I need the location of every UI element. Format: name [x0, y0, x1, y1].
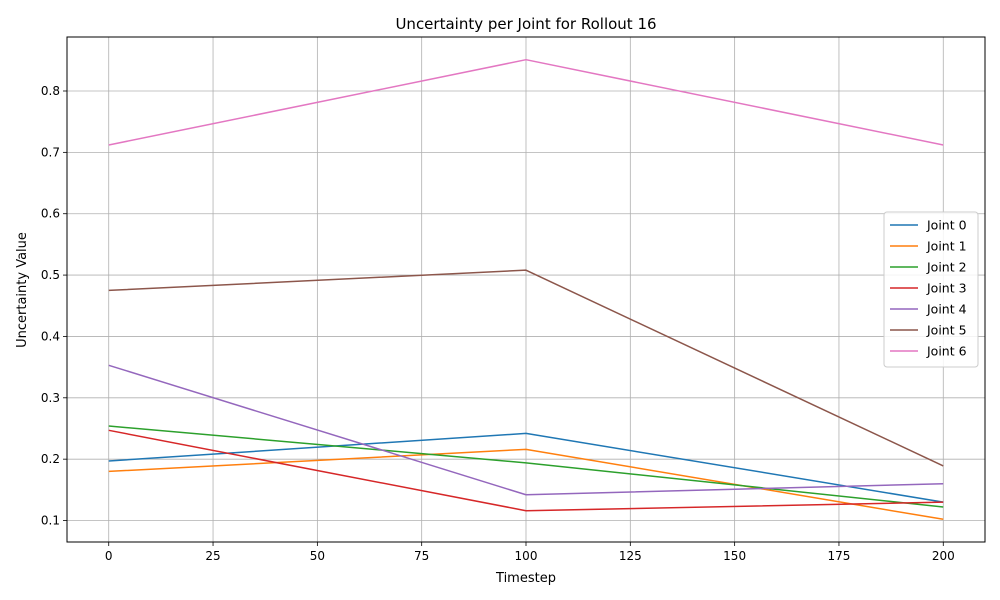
- legend-label: Joint 6: [926, 344, 967, 359]
- y-tick-label: 0.5: [41, 268, 60, 282]
- series-line-joint-1: [108, 448, 944, 521]
- legend: Joint 0 Joint 1 Joint 2 Joint 3 Joint 4 Joint…: [883, 211, 979, 368]
- series-line-joint-6: [108, 58, 944, 146]
- x-tick-label: 50: [310, 549, 325, 563]
- legend-label: Joint 1: [926, 239, 967, 254]
- series-line-joint-5: [108, 269, 944, 467]
- y-tick-label: 0.1: [41, 514, 60, 528]
- axis-ticks: 0 25 50 75 100 125 150 175 200 0.1 0.2 0.3 0.4 0.5 0.6…: [41, 84, 955, 563]
- legend-label: Joint 3: [926, 281, 967, 296]
- grid: [67, 37, 985, 542]
- x-tick-label: 75: [414, 549, 429, 563]
- y-axis-title: Uncertainty Value: [15, 232, 30, 348]
- y-tick-label: 0.4: [41, 329, 60, 343]
- x-tick-label: 150: [723, 549, 746, 563]
- x-tick-label: 25: [205, 549, 220, 563]
- series-line-joint-4: [108, 364, 944, 496]
- x-tick-label: 0: [105, 549, 113, 563]
- y-tick-label: 0.6: [41, 207, 60, 221]
- series-line-joint-0: [108, 432, 944, 503]
- x-tick-label: 125: [619, 549, 642, 563]
- y-tick-label: 0.2: [41, 452, 60, 466]
- x-tick-label: 100: [515, 549, 538, 563]
- x-axis-title: Timestep: [495, 571, 556, 586]
- series-line-joint-3: [108, 429, 944, 512]
- series-lines: [108, 58, 944, 521]
- chart-title: Uncertainty per Joint for Rollout 16: [395, 15, 656, 33]
- legend-label: Joint 2: [926, 260, 967, 275]
- y-tick-label: 0.3: [41, 391, 60, 405]
- legend-label: Joint 5: [926, 323, 967, 338]
- series-line-joint-2: [108, 425, 944, 508]
- legend-label: Joint 0: [926, 218, 967, 233]
- x-tick-label: 200: [932, 549, 955, 563]
- y-tick-label: 0.7: [41, 145, 60, 159]
- x-tick-label: 175: [828, 549, 851, 563]
- y-tick-label: 0.8: [41, 84, 60, 98]
- legend-label: Joint 4: [926, 302, 967, 317]
- legend-box: [883, 211, 979, 368]
